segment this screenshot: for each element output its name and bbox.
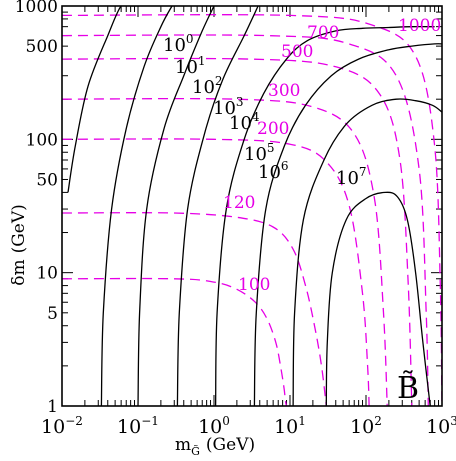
x-tick-label: 10−1: [117, 414, 159, 438]
panel-label: B̃: [397, 371, 419, 406]
plot-frame: [61, 5, 443, 407]
dashed-contour-label: 700: [307, 23, 339, 43]
dashed-contour-label: 120: [223, 193, 255, 213]
x-tick-label: 103: [426, 414, 456, 438]
x-tick-label: 10−2: [41, 414, 83, 438]
y-tick-label: 10: [36, 264, 58, 284]
x-axis-label: mG̃ (GeV): [175, 435, 255, 458]
x-axis-label-unit: (GeV): [206, 435, 255, 455]
y-tick-label: 1: [47, 397, 58, 417]
y-tick-label: 500: [26, 37, 58, 57]
dashed-contour-120: [62, 212, 327, 406]
dashed-contour-100: [62, 277, 288, 406]
solid-contour-10-2: [137, 6, 215, 406]
contour-labels: 1001011021031041051061071001202003005007…: [163, 16, 441, 295]
solid-contour-label: 106: [258, 159, 289, 183]
dashed-contour-700: [62, 34, 429, 406]
x-tick-label: 101: [274, 414, 306, 438]
contour-curves: [62, 6, 442, 406]
y-tick-label: 1000: [15, 0, 58, 17]
y-axis-label-unit: (GeV): [9, 204, 29, 253]
solid-contour-label: 105: [244, 141, 275, 165]
dashed-contour-label: 500: [281, 42, 313, 62]
x-tick-label: 102: [350, 414, 382, 438]
y-tick-label: 50: [36, 170, 58, 190]
solid-contour-10-5: [253, 43, 442, 406]
dashed-contour-label: 200: [257, 119, 289, 139]
dashed-contour-label: 100: [238, 275, 270, 295]
solid-contour-label: 107: [336, 165, 367, 189]
dashed-contour-label: 300: [268, 81, 300, 101]
y-axis-label: δm (GeV): [9, 204, 29, 286]
solid-contour-label: 100: [163, 32, 194, 56]
solid-contour-10-3: [176, 6, 259, 406]
dashed-contour-200: [62, 138, 370, 406]
dashed-contour-label: 1000: [398, 16, 441, 36]
solid-contour-label: 103: [213, 95, 244, 119]
solid-contour-10-4: [214, 25, 435, 406]
y-tick-label: 100: [26, 130, 58, 150]
y-axis-label-main: δm: [9, 259, 29, 285]
dashed-contour-300: [62, 97, 388, 406]
y-tick-label: 5: [47, 304, 58, 324]
solid-contour-10-6: [292, 98, 442, 406]
x-axis-label-sub: G̃: [191, 445, 200, 458]
solid-contour-10-1: [100, 6, 173, 406]
solid-contour-10-7: [325, 191, 431, 406]
dashed-contour-1000: [62, 14, 442, 406]
x-axis-label-main: m: [175, 435, 191, 455]
solid-contour-10-0: [67, 6, 140, 193]
solid-contour-label: 102: [192, 74, 223, 98]
solid-contour-label: 101: [175, 54, 206, 78]
x-tick-label: 100: [198, 414, 230, 438]
solid-contour-label: 104: [229, 110, 260, 134]
dashed-contour-500: [62, 57, 413, 406]
